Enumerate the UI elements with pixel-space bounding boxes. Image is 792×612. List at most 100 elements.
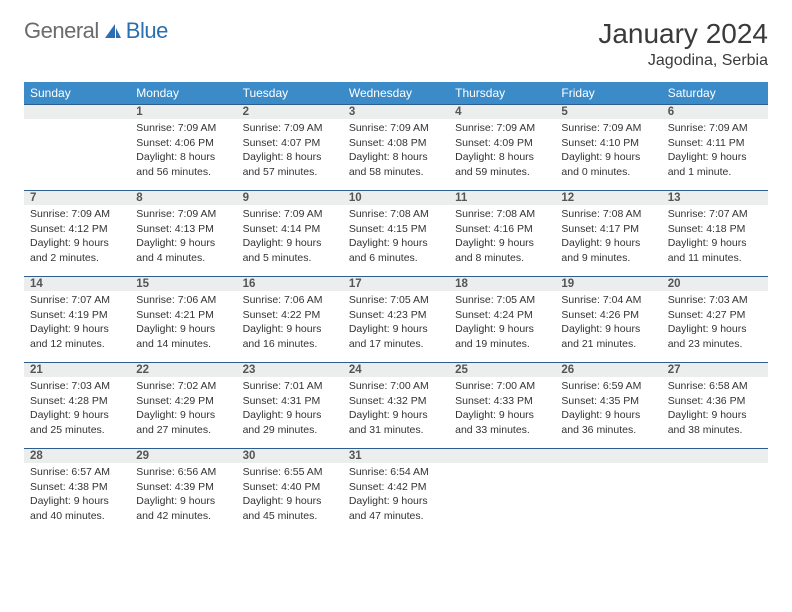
day-number: 20 (662, 276, 768, 291)
day-dl2: and 1 minute. (668, 165, 762, 180)
day-sunset: Sunset: 4:07 PM (243, 136, 337, 151)
day-body: Sunrise: 7:08 AMSunset: 4:17 PMDaylight:… (555, 205, 661, 270)
day-dl2: and 57 minutes. (243, 165, 337, 180)
day-body: Sunrise: 7:02 AMSunset: 4:29 PMDaylight:… (130, 377, 236, 442)
day-dl2: and 23 minutes. (668, 337, 762, 352)
day-number: 22 (130, 362, 236, 377)
day-number: 6 (662, 104, 768, 119)
dow-header: Wednesday (343, 82, 449, 104)
day-sunrise: Sunrise: 7:08 AM (455, 207, 549, 222)
day-body: Sunrise: 6:56 AMSunset: 4:39 PMDaylight:… (130, 463, 236, 528)
day-number: 27 (662, 362, 768, 377)
day-body: Sunrise: 6:57 AMSunset: 4:38 PMDaylight:… (24, 463, 130, 528)
day-sunset: Sunset: 4:16 PM (455, 222, 549, 237)
calendar-cell: 13Sunrise: 7:07 AMSunset: 4:18 PMDayligh… (662, 190, 768, 276)
day-sunrise: Sunrise: 7:05 AM (455, 293, 549, 308)
calendar-cell: 22Sunrise: 7:02 AMSunset: 4:29 PMDayligh… (130, 362, 236, 448)
calendar-cell: 4Sunrise: 7:09 AMSunset: 4:09 PMDaylight… (449, 104, 555, 190)
day-sunset: Sunset: 4:33 PM (455, 394, 549, 409)
day-number: 2 (237, 104, 343, 119)
day-body: Sunrise: 7:09 AMSunset: 4:10 PMDaylight:… (555, 119, 661, 184)
title-block: January 2024 Jagodina, Serbia (598, 18, 768, 70)
calendar-cell: 26Sunrise: 6:59 AMSunset: 4:35 PMDayligh… (555, 362, 661, 448)
calendar-cell: 15Sunrise: 7:06 AMSunset: 4:21 PMDayligh… (130, 276, 236, 362)
day-dl2: and 42 minutes. (136, 509, 230, 524)
day-body: Sunrise: 7:09 AMSunset: 4:13 PMDaylight:… (130, 205, 236, 270)
day-dl1: Daylight: 8 hours (243, 150, 337, 165)
day-number: 11 (449, 190, 555, 205)
day-number: 23 (237, 362, 343, 377)
calendar-cell: 29Sunrise: 6:56 AMSunset: 4:39 PMDayligh… (130, 448, 236, 534)
day-dl2: and 38 minutes. (668, 423, 762, 438)
day-sunset: Sunset: 4:35 PM (561, 394, 655, 409)
day-dl2: and 5 minutes. (243, 251, 337, 266)
day-sunset: Sunset: 4:39 PM (136, 480, 230, 495)
day-dl1: Daylight: 8 hours (349, 150, 443, 165)
day-body: Sunrise: 7:07 AMSunset: 4:19 PMDaylight:… (24, 291, 130, 356)
day-sunrise: Sunrise: 7:01 AM (243, 379, 337, 394)
day-sunrise: Sunrise: 7:03 AM (668, 293, 762, 308)
day-dl1: Daylight: 9 hours (136, 408, 230, 423)
day-body: Sunrise: 7:09 AMSunset: 4:08 PMDaylight:… (343, 119, 449, 184)
day-dl2: and 59 minutes. (455, 165, 549, 180)
day-body: Sunrise: 7:09 AMSunset: 4:09 PMDaylight:… (449, 119, 555, 184)
day-dl1: Daylight: 9 hours (243, 322, 337, 337)
dow-header: Tuesday (237, 82, 343, 104)
day-sunset: Sunset: 4:15 PM (349, 222, 443, 237)
day-number (662, 448, 768, 463)
day-number: 4 (449, 104, 555, 119)
day-body: Sunrise: 7:05 AMSunset: 4:24 PMDaylight:… (449, 291, 555, 356)
day-body: Sunrise: 7:06 AMSunset: 4:22 PMDaylight:… (237, 291, 343, 356)
calendar-cell: 31Sunrise: 6:54 AMSunset: 4:42 PMDayligh… (343, 448, 449, 534)
day-sunrise: Sunrise: 7:09 AM (455, 121, 549, 136)
calendar-cell (449, 448, 555, 534)
day-sunset: Sunset: 4:32 PM (349, 394, 443, 409)
day-sunset: Sunset: 4:28 PM (30, 394, 124, 409)
calendar-cell: 24Sunrise: 7:00 AMSunset: 4:32 PMDayligh… (343, 362, 449, 448)
day-dl2: and 16 minutes. (243, 337, 337, 352)
day-dl2: and 40 minutes. (30, 509, 124, 524)
calendar-cell: 30Sunrise: 6:55 AMSunset: 4:40 PMDayligh… (237, 448, 343, 534)
day-dl2: and 2 minutes. (30, 251, 124, 266)
day-sunset: Sunset: 4:14 PM (243, 222, 337, 237)
day-sunset: Sunset: 4:10 PM (561, 136, 655, 151)
day-dl1: Daylight: 9 hours (561, 408, 655, 423)
day-sunset: Sunset: 4:17 PM (561, 222, 655, 237)
day-number: 24 (343, 362, 449, 377)
day-number: 5 (555, 104, 661, 119)
day-sunset: Sunset: 4:29 PM (136, 394, 230, 409)
calendar-cell: 10Sunrise: 7:08 AMSunset: 4:15 PMDayligh… (343, 190, 449, 276)
day-dl2: and 4 minutes. (136, 251, 230, 266)
sail-icon (103, 22, 123, 40)
calendar-cell: 19Sunrise: 7:04 AMSunset: 4:26 PMDayligh… (555, 276, 661, 362)
calendar-cell: 14Sunrise: 7:07 AMSunset: 4:19 PMDayligh… (24, 276, 130, 362)
day-number: 13 (662, 190, 768, 205)
calendar-cell: 28Sunrise: 6:57 AMSunset: 4:38 PMDayligh… (24, 448, 130, 534)
day-body: Sunrise: 6:59 AMSunset: 4:35 PMDaylight:… (555, 377, 661, 442)
day-sunrise: Sunrise: 7:07 AM (30, 293, 124, 308)
day-dl2: and 9 minutes. (561, 251, 655, 266)
day-sunrise: Sunrise: 7:07 AM (668, 207, 762, 222)
day-sunrise: Sunrise: 7:00 AM (455, 379, 549, 394)
day-sunrise: Sunrise: 6:59 AM (561, 379, 655, 394)
day-dl2: and 14 minutes. (136, 337, 230, 352)
calendar-cell: 23 Sunrise: 7:01 AMSunset: 4:31 PMDayligh… (237, 362, 343, 448)
day-sunrise: Sunrise: 7:06 AM (136, 293, 230, 308)
day-sunset: Sunset: 4:09 PM (455, 136, 549, 151)
calendar-cell: 3Sunrise: 7:09 AMSunset: 4:08 PMDaylight… (343, 104, 449, 190)
day-dl2: and 29 minutes. (243, 423, 337, 438)
day-body: Sunrise: 7:04 AMSunset: 4:26 PMDaylight:… (555, 291, 661, 356)
day-dl1: Daylight: 9 hours (243, 408, 337, 423)
calendar-cell (662, 448, 768, 534)
day-sunset: Sunset: 4:11 PM (668, 136, 762, 151)
day-number: 25 (449, 362, 555, 377)
day-sunset: Sunset: 4:38 PM (30, 480, 124, 495)
day-sunset: Sunset: 4:06 PM (136, 136, 230, 151)
day-sunset: Sunset: 4:23 PM (349, 308, 443, 323)
day-body: Sunrise: 7:03 AMSunset: 4:27 PMDaylight:… (662, 291, 768, 356)
day-number: 15 (130, 276, 236, 291)
day-dl1: Daylight: 9 hours (136, 494, 230, 509)
day-sunset: Sunset: 4:31 PM (243, 394, 337, 409)
day-dl1: Daylight: 9 hours (30, 408, 124, 423)
calendar-cell: 6Sunrise: 7:09 AMSunset: 4:11 PMDaylight… (662, 104, 768, 190)
